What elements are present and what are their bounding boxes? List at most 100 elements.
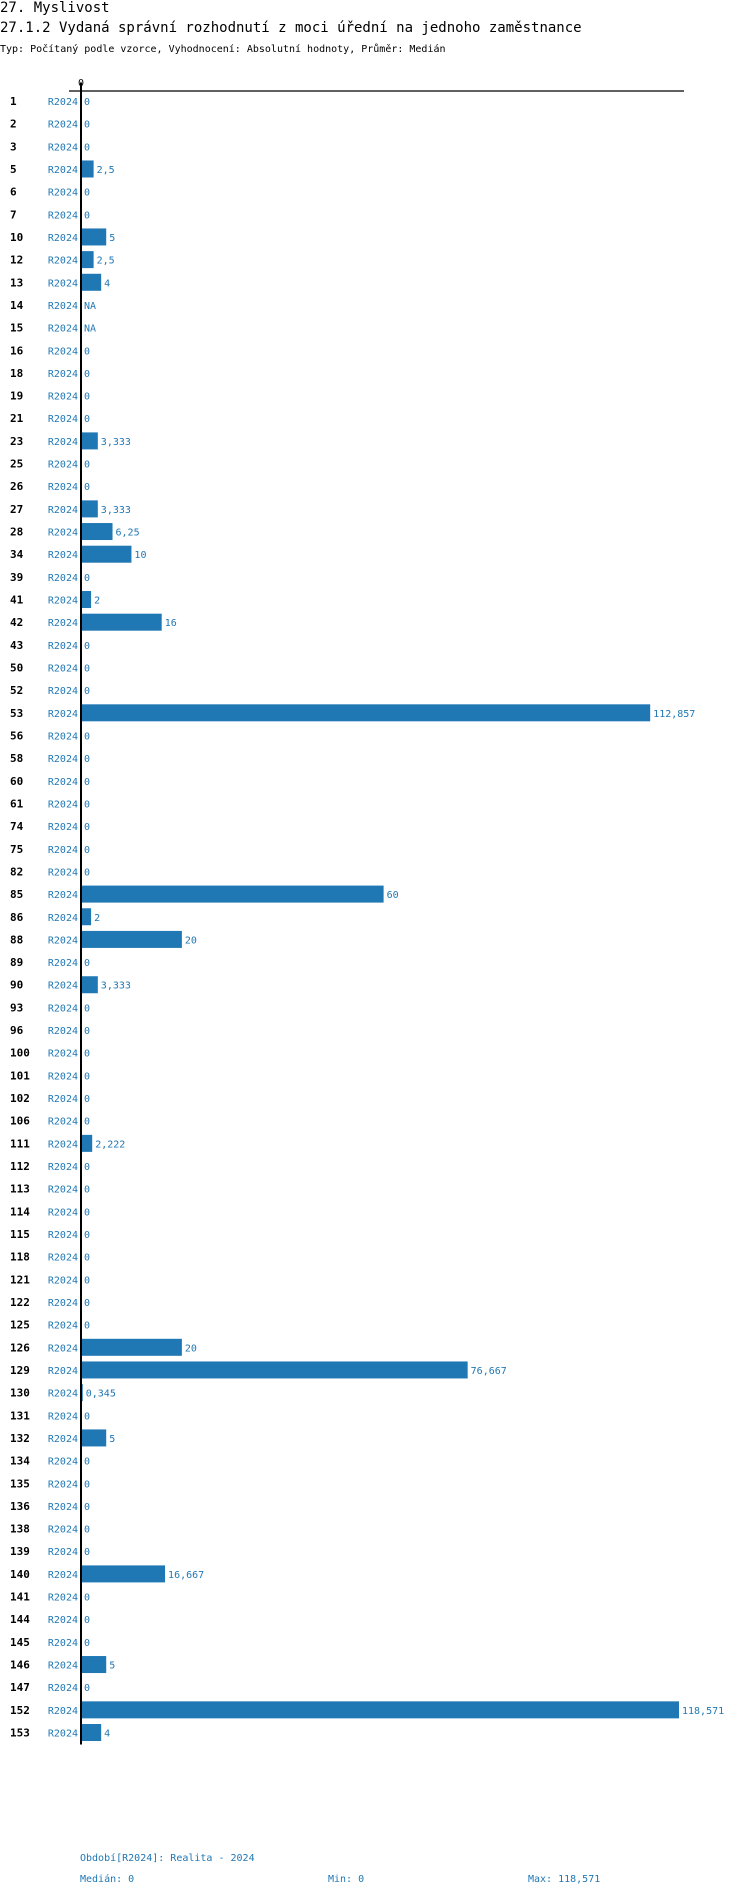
row-series-label: R2024: [48, 528, 78, 539]
row-id-label: 1: [10, 95, 17, 108]
row-id-label: 118: [10, 1251, 30, 1264]
bar-value-label: 0: [84, 1547, 90, 1558]
row-id-label: 138: [10, 1523, 30, 1536]
bar-value-label: 0: [84, 1026, 90, 1037]
row-series-label: R2024: [48, 550, 78, 561]
row-id-label: 122: [10, 1296, 30, 1309]
bar-value-label: 0: [84, 1502, 90, 1513]
bar-value-label: 0: [84, 777, 90, 788]
bar: [81, 885, 384, 903]
bar: [81, 613, 162, 631]
bar-value-label: 0: [84, 1207, 90, 1218]
row-id-label: 145: [10, 1636, 30, 1649]
row-id-label: 23: [10, 435, 23, 448]
row-id-label: 7: [10, 208, 17, 221]
row-id-label: 126: [10, 1341, 30, 1354]
bar-value-label: NA: [84, 324, 96, 335]
row-id-label: 3: [10, 140, 17, 153]
row-series-label: R2024: [48, 1502, 78, 1513]
row-id-label: 18: [10, 367, 23, 380]
row-id-label: 34: [10, 548, 24, 561]
bar-value-label: 0: [84, 1275, 90, 1286]
bar-value-label: 16,667: [168, 1570, 204, 1581]
row-series-label: R2024: [48, 1638, 78, 1649]
row-id-label: 43: [10, 639, 23, 652]
bar-value-label: 0: [84, 1525, 90, 1536]
row-id-label: 152: [10, 1704, 30, 1717]
row-series-label: R2024: [48, 1207, 78, 1218]
row-series-label: R2024: [48, 97, 78, 108]
bar-value-label: 0: [84, 1683, 90, 1694]
footer-period: Období[R2024]: Realita - 2024: [80, 1853, 255, 1864]
row-series-label: R2024: [48, 120, 78, 131]
bar-value-label: 6,25: [116, 528, 140, 539]
bar-value-label: 0: [84, 210, 90, 221]
bar-value-label: 5: [109, 1434, 115, 1445]
bar: [81, 591, 92, 609]
bar: [81, 500, 98, 518]
row-id-label: 129: [10, 1364, 30, 1377]
bar-value-label: 0: [84, 142, 90, 153]
bar-value-label: 0: [84, 822, 90, 833]
bar-value-label: 0: [84, 1615, 90, 1626]
row-series-label: R2024: [48, 596, 78, 607]
bar-value-label: NA: [84, 301, 96, 312]
row-series-label: R2024: [48, 1230, 78, 1241]
chart-subtitle: Typ: Počítaný podle vzorce, Vyhodnocení:…: [0, 44, 446, 55]
row-id-label: 12: [10, 254, 23, 267]
bar-value-label: 0: [84, 1298, 90, 1309]
bar-value-label: 0: [84, 1071, 90, 1082]
bar: [81, 273, 102, 291]
bar-value-label: 0: [84, 686, 90, 697]
bar: [81, 1134, 93, 1152]
row-id-label: 115: [10, 1228, 30, 1241]
row-id-label: 146: [10, 1659, 30, 1672]
bar-value-label: 20: [185, 1343, 197, 1354]
row-series-label: R2024: [48, 777, 78, 788]
bar-value-label: 0: [84, 754, 90, 765]
footer-min: Min: 0: [328, 1874, 365, 1885]
row-series-label: R2024: [48, 1593, 78, 1604]
row-series-label: R2024: [48, 414, 78, 425]
row-series-label: R2024: [48, 1729, 78, 1740]
bar-value-label: 5: [109, 233, 115, 244]
row-id-label: 102: [10, 1092, 30, 1105]
row-series-label: R2024: [48, 709, 78, 720]
row-id-label: 41: [10, 594, 24, 607]
row-series-label: R2024: [48, 1389, 78, 1400]
row-id-label: 144: [10, 1613, 30, 1626]
bar-value-label: 0: [84, 867, 90, 878]
row-series-label: R2024: [48, 664, 78, 675]
row-series-label: R2024: [48, 1139, 78, 1150]
row-id-label: 15: [10, 322, 23, 335]
bar-value-label: 0: [84, 1230, 90, 1241]
row-series-label: R2024: [48, 233, 78, 244]
row-id-label: 61: [10, 797, 24, 810]
row-series-label: R2024: [48, 573, 78, 584]
row-series-label: R2024: [48, 165, 78, 176]
bar-value-label: 5: [109, 1661, 115, 1672]
row-id-label: 28: [10, 526, 23, 539]
row-series-label: R2024: [48, 1162, 78, 1173]
row-series-label: R2024: [48, 1275, 78, 1286]
bar-value-label: 0: [84, 641, 90, 652]
row-series-label: R2024: [48, 1094, 78, 1105]
bar-value-label: 2,5: [97, 165, 115, 176]
row-id-label: 74: [10, 820, 24, 833]
bar: [81, 432, 98, 450]
row-id-label: 93: [10, 1001, 23, 1014]
row-id-label: 6: [10, 186, 17, 199]
row-id-label: 139: [10, 1545, 30, 1558]
bar-value-label: 0: [84, 369, 90, 380]
row-series-label: R2024: [48, 1003, 78, 1014]
row-series-label: R2024: [48, 1615, 78, 1626]
row-series-label: R2024: [48, 482, 78, 493]
bar-value-label: 20: [185, 935, 197, 946]
row-series-label: R2024: [48, 686, 78, 697]
row-id-label: 130: [10, 1387, 30, 1400]
row-series-label: R2024: [48, 1661, 78, 1672]
row-id-label: 111: [10, 1137, 30, 1150]
row-series-label: R2024: [48, 1570, 78, 1581]
row-series-label: R2024: [48, 981, 78, 992]
row-id-label: 16: [10, 344, 24, 357]
